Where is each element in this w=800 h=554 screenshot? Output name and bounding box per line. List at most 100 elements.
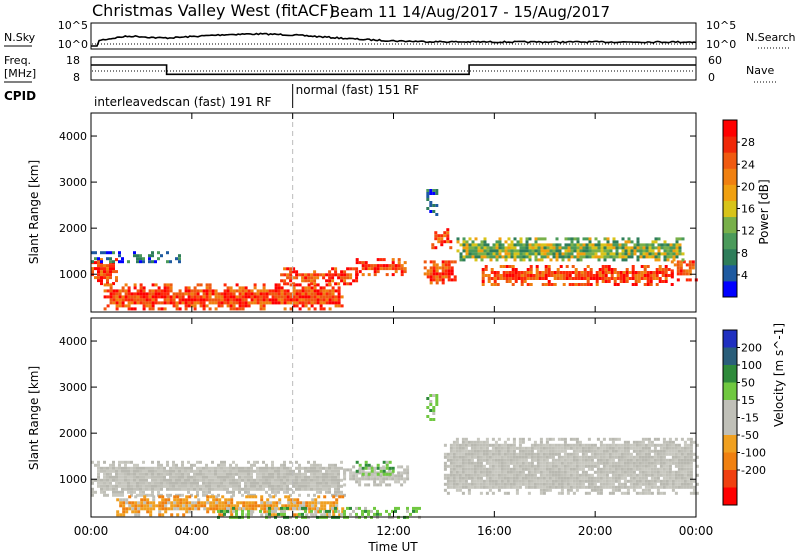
echo-cell: [446, 485, 450, 489]
echo-cell: [621, 252, 625, 256]
echo-cell: [289, 487, 292, 491]
echo-cell: [403, 477, 407, 481]
echo-cell: [602, 452, 606, 456]
echo-cell: [566, 452, 570, 456]
echo-cell: [274, 466, 277, 470]
echo-cell: [543, 237, 547, 241]
echo-cell: [651, 246, 655, 250]
echo-cell: [341, 495, 345, 499]
echo-cell: [604, 265, 608, 268]
echo-cell: [560, 479, 564, 483]
echo-cell: [178, 493, 181, 497]
echo-cell: [676, 263, 680, 267]
echo-cell: [142, 478, 145, 482]
echo-cell: [635, 491, 639, 495]
echo-cell: [394, 506, 397, 510]
echo-cell: [581, 485, 585, 489]
echo-cell: [277, 292, 281, 296]
echo-cell: [310, 484, 313, 488]
echo-cell: [118, 490, 121, 494]
echo-cell: [618, 243, 622, 247]
echo-cell: [191, 504, 195, 508]
echo-cell: [310, 286, 314, 290]
echo-cell: [429, 189, 433, 192]
echo-cell: [218, 501, 222, 505]
echo-cell: [304, 469, 307, 473]
echo-cell: [355, 276, 359, 280]
echo-cell: [301, 289, 305, 293]
echo-cell: [400, 465, 404, 469]
echo-cell: [443, 461, 447, 465]
echo-cell: [142, 307, 146, 311]
echo-cell: [603, 246, 607, 250]
echo-cell: [632, 449, 636, 453]
echo-cell: [554, 461, 558, 465]
echo-cell: [503, 455, 507, 459]
echo-cell: [689, 449, 693, 453]
echo-cell: [187, 469, 190, 473]
echo-cell: [331, 273, 335, 277]
echo-cell: [280, 475, 283, 479]
echo-cell: [170, 507, 174, 511]
echo-cell: [667, 274, 671, 277]
echo-cell: [623, 443, 627, 447]
echo-cell: [473, 479, 477, 483]
echo-cell: [314, 507, 318, 511]
echo-cell: [106, 484, 109, 488]
echo-cell: [388, 483, 392, 487]
echo-cell: [632, 473, 636, 477]
echo-cell: [647, 479, 651, 483]
echo-cell: [513, 249, 517, 253]
echo-cell: [298, 289, 302, 293]
echo-cell: [560, 488, 564, 492]
echo-cell: [525, 237, 529, 241]
echo-cell: [653, 470, 657, 474]
power-colorbar-tick-label: 12: [741, 225, 755, 238]
echo-cell: [280, 469, 283, 473]
echo-cell: [229, 481, 232, 485]
echo-cell: [548, 482, 552, 486]
echo-cell: [480, 255, 484, 259]
velocity-colorbar-swatch: [723, 382, 737, 401]
echo-cell: [620, 464, 624, 468]
echo-cell: [670, 260, 674, 264]
echo-cell: [446, 228, 450, 232]
echo-cell: [461, 458, 465, 462]
echo-cell: [325, 273, 329, 277]
echo-cell: [292, 475, 295, 479]
echo-cell: [510, 252, 514, 256]
echo-cell: [551, 458, 555, 462]
echo-cell: [385, 267, 389, 271]
echo-cell: [217, 298, 221, 302]
echo-cell: [632, 440, 636, 444]
echo-cell: [190, 487, 193, 491]
echo-cell: [244, 301, 248, 305]
echo-cell: [202, 298, 206, 302]
echo-cell: [148, 295, 152, 299]
echo-cell: [167, 495, 171, 499]
echo-cell: [373, 483, 377, 487]
echo-cell: [672, 246, 676, 250]
echo-cell: [251, 501, 255, 505]
echo-cell: [188, 495, 192, 499]
echo-cell: [621, 255, 625, 259]
echo-cell: [583, 271, 587, 274]
echo-cell: [510, 243, 514, 247]
echo-cell: [689, 476, 693, 480]
echo-cell: [172, 469, 175, 473]
echo-cell: [573, 249, 577, 253]
echo-cell: [594, 252, 598, 256]
echo-cell: [665, 452, 669, 456]
echo-cell: [444, 269, 448, 273]
echo-cell: [580, 277, 584, 280]
velocity-colorbar-tick-label: -15: [741, 412, 759, 425]
echo-cell: [151, 478, 154, 482]
echo-cell: [655, 277, 659, 280]
echo-cell: [567, 249, 571, 253]
echo-cell: [301, 484, 304, 488]
echo-cell: [503, 470, 507, 474]
echo-cell: [358, 471, 362, 475]
echo-cell: [659, 491, 663, 495]
echo-cell: [638, 470, 642, 474]
echo-cell: [187, 286, 191, 290]
